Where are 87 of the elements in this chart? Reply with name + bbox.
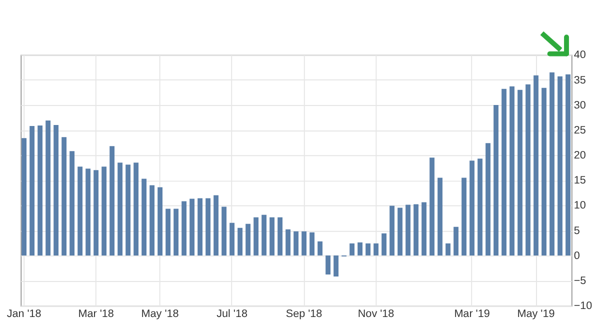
bar — [118, 162, 123, 256]
bar — [390, 206, 394, 256]
bar — [302, 231, 306, 256]
y-tick-label: 20 — [574, 150, 586, 162]
bar — [422, 202, 426, 256]
bar — [494, 104, 498, 256]
bar — [254, 217, 258, 256]
bar — [534, 75, 538, 256]
y-tick-label: −10 — [574, 300, 592, 312]
bar — [486, 143, 490, 256]
bar — [550, 72, 554, 256]
x-tick-label: Jan '18 — [6, 308, 42, 320]
bar — [358, 242, 362, 256]
bar — [454, 226, 458, 256]
bar — [222, 206, 226, 256]
bar — [350, 243, 354, 256]
bar — [382, 233, 386, 256]
bar — [86, 168, 91, 256]
bar — [566, 74, 570, 256]
bar — [54, 125, 59, 256]
bar — [22, 138, 27, 256]
bar — [462, 178, 466, 256]
y-tick-label: 0 — [574, 250, 580, 262]
bar — [166, 208, 170, 256]
bar — [446, 243, 450, 256]
bar — [366, 243, 370, 256]
bar — [518, 90, 522, 256]
bar — [334, 255, 338, 277]
bar — [134, 162, 139, 256]
bar — [238, 228, 242, 256]
bar — [558, 76, 562, 256]
y-tick-label: 25 — [574, 124, 586, 136]
bar — [374, 243, 378, 256]
x-tick-label: May '19 — [517, 308, 555, 320]
y-tick-label: −5 — [574, 274, 586, 287]
bar — [230, 222, 234, 256]
bar — [142, 178, 147, 256]
x-tick-label: Jul '18 — [216, 308, 248, 320]
bar — [414, 204, 418, 256]
y-tick-label: 15 — [574, 174, 586, 187]
bar — [78, 166, 83, 256]
x-tick-label: Mar '19 — [454, 308, 490, 320]
bar — [94, 170, 99, 256]
bar — [198, 198, 202, 256]
bar — [190, 198, 194, 256]
bar — [46, 120, 51, 256]
bar — [278, 217, 282, 256]
y-tick-label: 40 — [574, 49, 586, 62]
bar — [286, 229, 290, 256]
bar — [406, 204, 410, 256]
bar — [270, 217, 274, 256]
bar — [542, 88, 546, 256]
x-tick-label: Mar '18 — [78, 308, 114, 320]
bar — [310, 232, 314, 256]
bar — [262, 214, 266, 256]
bar — [294, 231, 298, 256]
bar — [38, 126, 43, 256]
x-tick-label: Sep '18 — [286, 308, 322, 320]
bar — [246, 224, 250, 256]
bar — [62, 137, 67, 256]
bar — [478, 158, 482, 256]
bar — [470, 160, 474, 256]
y-tick-label: 30 — [574, 99, 586, 112]
bar — [110, 146, 115, 256]
bar — [214, 195, 218, 256]
x-tick-label: May '18 — [141, 308, 179, 320]
bar — [174, 208, 178, 256]
bar — [126, 164, 131, 256]
bar — [430, 158, 434, 256]
bar — [438, 178, 442, 256]
bar — [182, 201, 186, 256]
x-tick-label: Nov '18 — [358, 308, 394, 320]
bar — [30, 126, 35, 256]
bar — [150, 185, 154, 256]
bar — [502, 88, 506, 256]
bar — [102, 166, 107, 256]
bar — [398, 208, 402, 256]
bar — [318, 241, 322, 256]
bar — [526, 84, 530, 256]
bar — [206, 198, 210, 256]
bar — [510, 86, 514, 256]
bar — [70, 151, 75, 256]
y-tick-label: 5 — [574, 224, 580, 237]
bar — [158, 187, 162, 256]
bar — [326, 255, 330, 274]
y-tick-label: 10 — [574, 200, 586, 212]
y-tick-label: 35 — [574, 74, 586, 86]
